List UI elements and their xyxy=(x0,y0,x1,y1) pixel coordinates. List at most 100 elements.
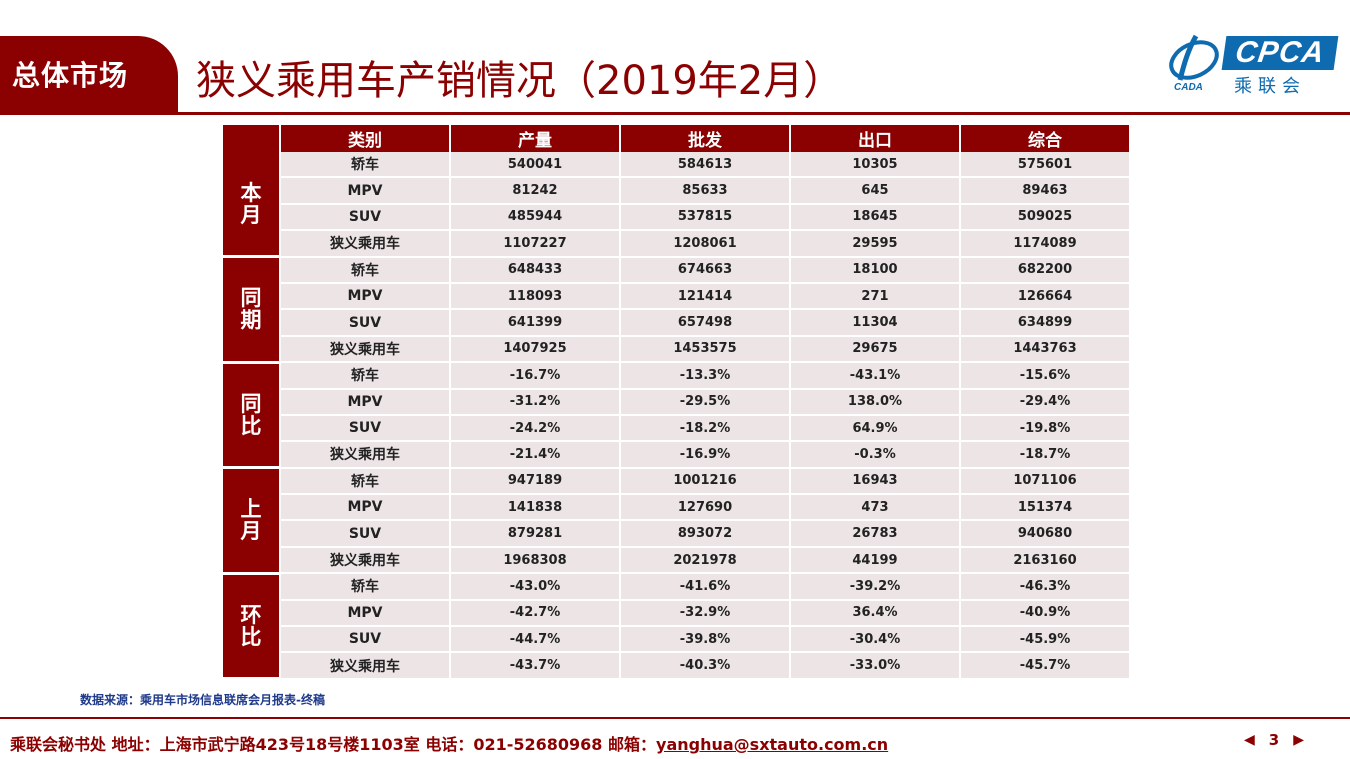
table-body: 本月轿车 540041 584613 10305 575601 MPV 81242 85633… xyxy=(223,152,1131,681)
category-cell: 狭义乘用车 xyxy=(280,546,451,575)
value-cell: -19.8% xyxy=(960,414,1131,443)
value-cell: 1071106 xyxy=(960,467,1131,496)
table-row: MPV 81242 85633 645 89463 xyxy=(223,177,1131,205)
value-cell: 634899 xyxy=(960,309,1131,337)
group-label: 环比 xyxy=(223,573,281,681)
data-source-note: 数据来源：乘用车市场信息联席会月报表-终稿 xyxy=(80,693,325,707)
category-cell: 轿车 xyxy=(280,152,451,179)
table-row: SUV 641399 657498 11304 634899 xyxy=(223,309,1131,337)
footer-contact: 乘联会秘书处 地址：上海市武宁路423号18号楼1103室 电话：021-526… xyxy=(10,731,888,755)
pager: ◀ 3 ▶ xyxy=(1244,731,1304,749)
table-row: 狭义乘用车 -21.4% -16.9% -0.3% -18.7% xyxy=(223,441,1131,469)
value-cell: 126664 xyxy=(960,282,1131,311)
table-row: MPV -42.7% -32.9% 36.4% -40.9% xyxy=(223,599,1131,628)
next-page-icon[interactable]: ▶ xyxy=(1293,732,1304,748)
group-label-char: 同 xyxy=(240,286,262,311)
value-cell: -45.7% xyxy=(960,652,1131,680)
value-cell: 16943 xyxy=(790,467,961,496)
value-cell: -31.2% xyxy=(450,388,621,416)
value-cell: -21.4% xyxy=(450,441,621,469)
table-row: 狭义乘用车 1107227 1208061 29595 1174089 xyxy=(223,230,1131,258)
value-cell: 893072 xyxy=(620,520,791,548)
category-cell: 狭义乘用车 xyxy=(280,335,451,364)
value-cell: 947189 xyxy=(450,467,621,496)
value-cell: 879281 xyxy=(450,520,621,548)
category-cell: SUV xyxy=(280,309,451,337)
value-cell: 657498 xyxy=(620,309,791,337)
value-cell: 641399 xyxy=(450,309,621,337)
group-label-char: 本 xyxy=(240,180,262,205)
category-cell: 狭义乘用车 xyxy=(280,652,451,680)
value-cell: -39.8% xyxy=(620,626,791,654)
value-cell: 1968308 xyxy=(450,546,621,575)
value-cell: 485944 xyxy=(450,203,621,232)
table-row: 上月轿车 947189 1001216 16943 1071106 xyxy=(223,467,1131,575)
value-cell: -43.7% xyxy=(450,652,621,680)
header-divider xyxy=(0,112,1350,115)
group-label-char: 比 xyxy=(240,625,262,650)
value-cell: 2021978 xyxy=(620,546,791,575)
value-cell: 85633 xyxy=(620,177,791,205)
value-cell: 2163160 xyxy=(960,546,1131,575)
value-cell: -43.1% xyxy=(790,362,961,390)
group-label: 本月 xyxy=(223,152,281,259)
logo-cpca-text: CPCA xyxy=(1221,36,1339,70)
table-row: MPV 141838 127690 473 151374 xyxy=(223,494,1131,522)
category-cell: 狭义乘用车 xyxy=(280,441,451,469)
value-cell: 44199 xyxy=(790,546,961,575)
value-cell: -33.0% xyxy=(790,652,961,680)
value-cell: -30.4% xyxy=(790,626,961,654)
value-cell: 138.0% xyxy=(790,388,961,416)
value-cell: 29595 xyxy=(790,230,961,258)
group-label-char: 环 xyxy=(240,603,262,628)
group-label-char: 同 xyxy=(240,391,262,416)
category-cell: 轿车 xyxy=(280,362,451,390)
group-label-char: 期 xyxy=(240,308,262,333)
value-cell: 271 xyxy=(790,282,961,311)
value-cell: 509025 xyxy=(960,203,1131,232)
group-label: 同期 xyxy=(223,256,281,364)
value-cell: -32.9% xyxy=(620,599,791,628)
value-cell: 1407925 xyxy=(450,335,621,364)
value-cell: 473 xyxy=(790,494,961,522)
value-cell: 121414 xyxy=(620,282,791,311)
corner-header xyxy=(223,125,281,152)
value-cell: 36.4% xyxy=(790,599,961,628)
table-row: 狭义乘用车 1968308 2021978 44199 2163160 xyxy=(223,546,1131,575)
column-header: 综合 xyxy=(960,125,1131,152)
value-cell: 141838 xyxy=(450,494,621,522)
category-cell: SUV xyxy=(280,626,451,654)
column-header: 类别 xyxy=(280,125,451,152)
column-header: 批发 xyxy=(620,125,791,152)
logo-cn-text: 乘联会 xyxy=(1234,76,1306,97)
group-label-char: 上 xyxy=(240,497,262,522)
value-cell: -0.3% xyxy=(790,441,961,469)
table-row: MPV -31.2% -29.5% 138.0% -29.4% xyxy=(223,388,1131,416)
table-row: 同期轿车 648433 674663 18100 682200 xyxy=(223,256,1131,364)
value-cell: -13.3% xyxy=(620,362,791,390)
group-label-char: 月 xyxy=(240,519,262,544)
value-cell: 648433 xyxy=(450,256,621,284)
value-cell: 575601 xyxy=(960,152,1131,179)
page-title: 狭义乘用车产销情况（2019年2月） xyxy=(196,58,844,104)
table-row: 本月轿车 540041 584613 10305 575601 xyxy=(223,152,1131,259)
table-row: SUV 879281 893072 26783 940680 xyxy=(223,520,1131,548)
prev-page-icon[interactable]: ◀ xyxy=(1244,732,1255,748)
value-cell: 18100 xyxy=(790,256,961,284)
value-cell: -29.5% xyxy=(620,388,791,416)
value-cell: -39.2% xyxy=(790,573,961,601)
category-cell: SUV xyxy=(280,203,451,232)
category-cell: 狭义乘用车 xyxy=(280,230,451,258)
value-cell: -41.6% xyxy=(620,573,791,601)
table-row: 同比轿车 -16.7% -13.3% -43.1% -15.6% xyxy=(223,362,1131,470)
value-cell: -29.4% xyxy=(960,388,1131,416)
value-cell: -18.7% xyxy=(960,441,1131,469)
table-row: MPV 118093 121414 271 126664 xyxy=(223,282,1131,311)
column-header: 出口 xyxy=(790,125,961,152)
value-cell: 584613 xyxy=(620,152,791,179)
category-cell: 轿车 xyxy=(280,256,451,284)
category-cell: MPV xyxy=(280,282,451,311)
value-cell: -46.3% xyxy=(960,573,1131,601)
category-cell: MPV xyxy=(280,177,451,205)
footer-email-link[interactable]: yanghua@sxtauto.com.cn xyxy=(656,735,889,754)
